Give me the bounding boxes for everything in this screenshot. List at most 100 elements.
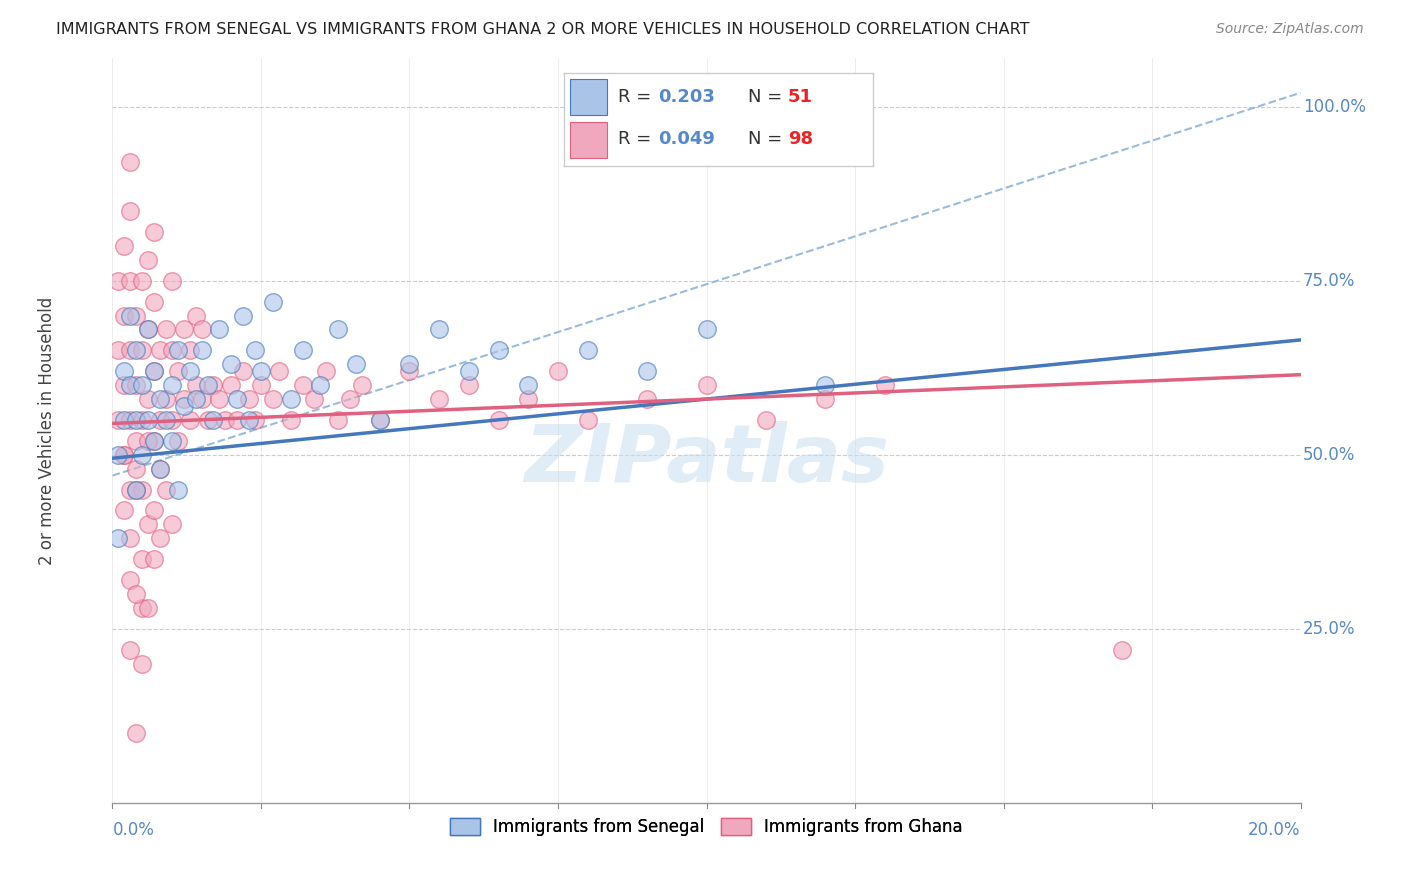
Point xyxy=(136,517,159,532)
Point xyxy=(107,531,129,545)
Point xyxy=(120,531,142,545)
Point xyxy=(576,413,599,427)
Point xyxy=(873,378,896,392)
Point xyxy=(125,413,148,427)
Point xyxy=(197,378,219,392)
Point xyxy=(125,378,148,392)
Point xyxy=(125,309,148,323)
Point xyxy=(155,413,177,427)
Point xyxy=(304,392,326,406)
Point xyxy=(160,413,183,427)
Point xyxy=(160,378,183,392)
Point xyxy=(149,531,172,545)
Point xyxy=(136,392,159,406)
Point xyxy=(125,726,148,740)
Point xyxy=(143,225,166,239)
Point xyxy=(517,378,540,392)
Point xyxy=(238,413,260,427)
Point xyxy=(262,294,284,309)
Point xyxy=(232,364,254,378)
Point xyxy=(197,413,219,427)
Point xyxy=(214,413,236,427)
Point xyxy=(368,413,391,427)
Point xyxy=(143,503,166,517)
Point xyxy=(814,378,837,392)
Point xyxy=(131,343,153,358)
Point xyxy=(219,378,242,392)
Point xyxy=(547,364,569,378)
Point xyxy=(160,434,183,448)
Text: 100.0%: 100.0% xyxy=(1303,98,1365,116)
Point xyxy=(339,392,361,406)
Point xyxy=(131,378,153,392)
Point xyxy=(155,392,177,406)
Point xyxy=(398,364,420,378)
Point xyxy=(267,364,290,378)
Point xyxy=(107,274,129,288)
Point xyxy=(131,600,153,615)
Point xyxy=(457,378,479,392)
Point xyxy=(112,309,135,323)
Point xyxy=(219,357,242,371)
Point xyxy=(166,343,188,358)
Point xyxy=(120,413,142,427)
Point xyxy=(696,378,718,392)
Point xyxy=(149,343,172,358)
Point xyxy=(280,392,302,406)
Point xyxy=(173,392,195,406)
Point xyxy=(696,322,718,336)
Point xyxy=(112,364,135,378)
Point xyxy=(136,322,159,336)
Point xyxy=(184,392,207,406)
Point xyxy=(190,322,212,336)
Point xyxy=(814,392,837,406)
Point xyxy=(160,517,183,532)
Point xyxy=(136,252,159,267)
Point xyxy=(208,322,231,336)
Text: 50.0%: 50.0% xyxy=(1303,446,1355,464)
Point xyxy=(131,552,153,566)
Point xyxy=(149,413,172,427)
Point xyxy=(112,503,135,517)
Point xyxy=(136,434,159,448)
Point xyxy=(328,322,350,336)
Point xyxy=(179,343,201,358)
Point xyxy=(143,364,166,378)
Point xyxy=(125,483,148,497)
Point xyxy=(398,357,420,371)
Point xyxy=(131,448,153,462)
Text: Source: ZipAtlas.com: Source: ZipAtlas.com xyxy=(1216,22,1364,37)
Point xyxy=(120,642,142,657)
Point xyxy=(107,343,129,358)
Point xyxy=(488,413,510,427)
Point xyxy=(166,483,188,497)
Point xyxy=(143,552,166,566)
Point xyxy=(179,413,201,427)
Point xyxy=(136,600,159,615)
Point xyxy=(112,448,135,462)
Point xyxy=(576,343,599,358)
Point xyxy=(160,274,183,288)
Text: 2 or more Vehicles in Household: 2 or more Vehicles in Household xyxy=(38,296,56,565)
Text: 20.0%: 20.0% xyxy=(1249,822,1301,839)
Point xyxy=(131,657,153,671)
Point xyxy=(309,378,332,392)
Point xyxy=(143,434,166,448)
Point xyxy=(143,364,166,378)
Point xyxy=(457,364,479,378)
Point xyxy=(179,364,201,378)
Point xyxy=(136,322,159,336)
Point xyxy=(226,392,249,406)
Point xyxy=(160,343,183,358)
Point xyxy=(238,392,260,406)
Point xyxy=(488,343,510,358)
Point xyxy=(125,483,148,497)
Point xyxy=(226,413,249,427)
Point xyxy=(173,399,195,413)
Point xyxy=(136,413,159,427)
Point xyxy=(1111,642,1133,657)
Point xyxy=(112,413,135,427)
Point xyxy=(232,309,254,323)
Point xyxy=(120,274,142,288)
Point xyxy=(155,483,177,497)
